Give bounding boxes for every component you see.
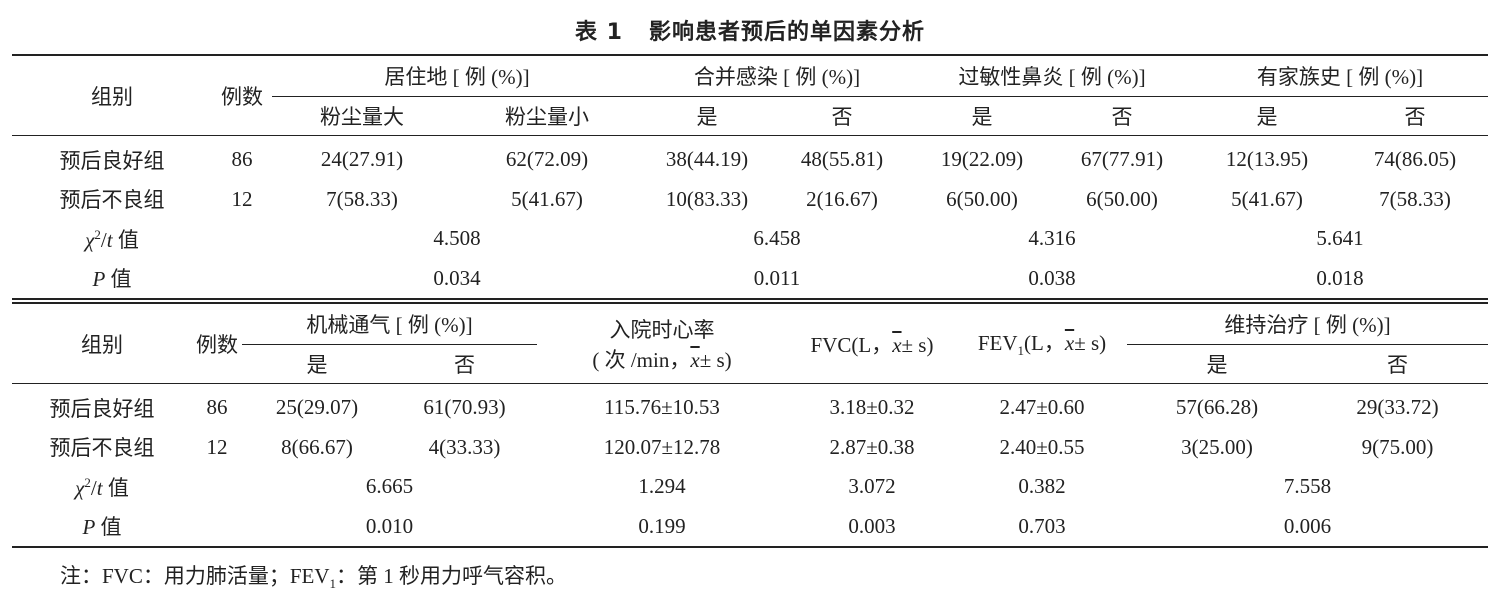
header-family-history: 有家族史 [ 例 (%)] — [1192, 55, 1488, 97]
p-value: 0.199 — [638, 513, 686, 538]
subheader: 否 — [454, 353, 475, 377]
row-group: 预后不良组 — [49, 436, 155, 461]
chi-value: 5.641 — [1316, 226, 1364, 251]
p-label: P 值 — [82, 515, 122, 540]
cell: 24(27.91) — [320, 147, 404, 172]
cell: 5(41.67) — [1231, 186, 1303, 211]
header-group: 组别 — [81, 332, 123, 357]
p-value: 0.006 — [1283, 513, 1332, 538]
row-count: 12 — [231, 186, 253, 211]
subheader: 是 — [1206, 353, 1228, 377]
cell: 29(33.72) — [1356, 395, 1439, 420]
cell: 67(77.91) — [1080, 147, 1164, 172]
row-group: 预后不良组 — [59, 188, 165, 213]
table-row: P 值 0.010 0.199 0.003 0.703 0.006 — [12, 507, 1488, 548]
subheader: 否 — [831, 105, 853, 129]
cell: 6(50.00) — [946, 186, 1018, 211]
cell: 10(83.33) — [665, 186, 749, 211]
p-value: 0.703 — [1018, 513, 1066, 538]
cell: 2.47±0.60 — [999, 395, 1085, 420]
cell: 115.76±10.53 — [604, 395, 720, 420]
subheader: 否 — [1387, 353, 1408, 377]
chi-value: 6.665 — [365, 474, 414, 499]
chi-value: 1.294 — [638, 474, 686, 499]
p-value: 0.003 — [848, 513, 896, 538]
header-infection: 合并感染 [ 例 (%)] — [642, 55, 912, 97]
header-count: 例数 — [221, 84, 263, 109]
table-note: 注：FVC：用力肺活量；FEV1：第 1 秒用力呼气容积。 — [60, 564, 568, 592]
header-fvc: FVC(L，x± s) — [810, 332, 934, 357]
cell: 57(66.28) — [1175, 395, 1259, 420]
header-count: 例数 — [196, 332, 238, 357]
chi-value: 7.558 — [1283, 474, 1332, 499]
chi-value: 4.508 — [433, 226, 481, 251]
cell: 62(72.09) — [505, 147, 589, 172]
cell: 5(41.67) — [511, 186, 583, 211]
cell: 3(25.00) — [1181, 434, 1253, 459]
p-value: 0.010 — [365, 513, 414, 538]
cell: 48(55.81) — [800, 147, 884, 172]
chi-value: 0.382 — [1018, 474, 1066, 499]
table-row: χ2/t 值 4.508 6.458 4.316 5.641 — [12, 219, 1488, 259]
p-value: 0.034 — [433, 265, 481, 290]
cell: 61(70.93) — [423, 395, 506, 420]
subheader: 是 — [1256, 105, 1278, 129]
table-row: P 值 0.034 0.011 0.038 0.018 — [12, 259, 1488, 300]
cell: 4(33.33) — [428, 434, 501, 459]
table-2: 组别 例数 机械通气 [ 例 (%)] 入院时心率 ( 次 /min，x± s)… — [12, 302, 1488, 548]
table-number: 表 1 — [575, 20, 623, 45]
table-1: 组别 例数 居住地 [ 例 (%)] 合并感染 [ 例 (%)] 过敏性鼻炎 [… — [12, 54, 1488, 300]
cell: 3.18±0.32 — [829, 395, 915, 420]
header-maintenance: 维持治疗 [ 例 (%)] — [1127, 303, 1488, 345]
header-residence: 居住地 [ 例 (%)] — [272, 55, 642, 97]
table-row: 预后不良组 12 7(58.33) 5(41.67) 10(83.33) 2(1… — [12, 180, 1488, 220]
header-rhinitis: 过敏性鼻炎 [ 例 (%)] — [912, 55, 1192, 97]
table-title: 表 1 影响患者预后的单因素分析 — [0, 14, 1500, 46]
cell: 120.07±12.78 — [603, 434, 721, 459]
cell: 25(29.07) — [275, 395, 359, 420]
row-group: 预后良好组 — [49, 396, 155, 421]
subheader: 粉尘量大 — [320, 105, 404, 129]
header-heart-rate: 入院时心率 ( 次 /min，x± s) — [592, 317, 732, 372]
cell: 8(66.67) — [281, 434, 353, 459]
chi-value: 3.072 — [848, 474, 896, 499]
subheader: 是 — [306, 353, 328, 377]
table-caption: 影响患者预后的单因素分析 — [648, 20, 925, 45]
row-count: 86 — [231, 147, 253, 172]
row-count: 12 — [206, 434, 228, 459]
table-row: 预后良好组 86 24(27.91) 62(72.09) 38(44.19) 4… — [12, 136, 1488, 180]
chi-value: 4.316 — [1028, 226, 1076, 251]
p-value: 0.018 — [1316, 265, 1364, 290]
chi-label: χ2/t 值 — [85, 226, 139, 252]
subheader: 否 — [1111, 105, 1133, 129]
cell: 6(50.00) — [1086, 186, 1158, 211]
row-group: 预后良好组 — [59, 148, 165, 173]
header-fev1: FEV1(L，x± s) — [977, 331, 1107, 359]
p-label: P 值 — [92, 267, 132, 292]
cell: 2(16.67) — [806, 186, 878, 211]
p-value: 0.011 — [753, 265, 801, 290]
cell: 74(86.05) — [1373, 147, 1457, 172]
cell: 38(44.19) — [665, 147, 749, 172]
subheader: 否 — [1404, 105, 1426, 129]
cell: 7(58.33) — [326, 186, 398, 211]
chi-value: 6.458 — [753, 226, 801, 251]
cell: 2.87±0.38 — [829, 434, 915, 459]
table-row: χ2/t 值 6.665 1.294 3.072 0.382 7.558 — [12, 467, 1488, 507]
subheader: 是 — [696, 105, 718, 129]
subheader: 是 — [971, 105, 993, 129]
subheader: 粉尘量小 — [505, 105, 589, 129]
cell: 9(75.00) — [1361, 434, 1434, 459]
cell: 12(13.95) — [1225, 147, 1309, 172]
cell: 2.40±0.55 — [999, 434, 1085, 459]
table-row: 预后不良组 12 8(66.67) 4(33.33) 120.07±12.78 … — [12, 428, 1488, 468]
header-group: 组别 — [91, 84, 133, 109]
chi-label: χ2/t 值 — [75, 474, 129, 500]
cell: 19(22.09) — [940, 147, 1024, 172]
p-value: 0.038 — [1028, 265, 1076, 290]
header-ventilation: 机械通气 [ 例 (%)] — [242, 303, 537, 345]
row-count: 86 — [206, 395, 228, 420]
cell: 7(58.33) — [1379, 186, 1451, 211]
table-row: 预后良好组 86 25(29.07) 61(70.93) 115.76±10.5… — [12, 383, 1488, 428]
